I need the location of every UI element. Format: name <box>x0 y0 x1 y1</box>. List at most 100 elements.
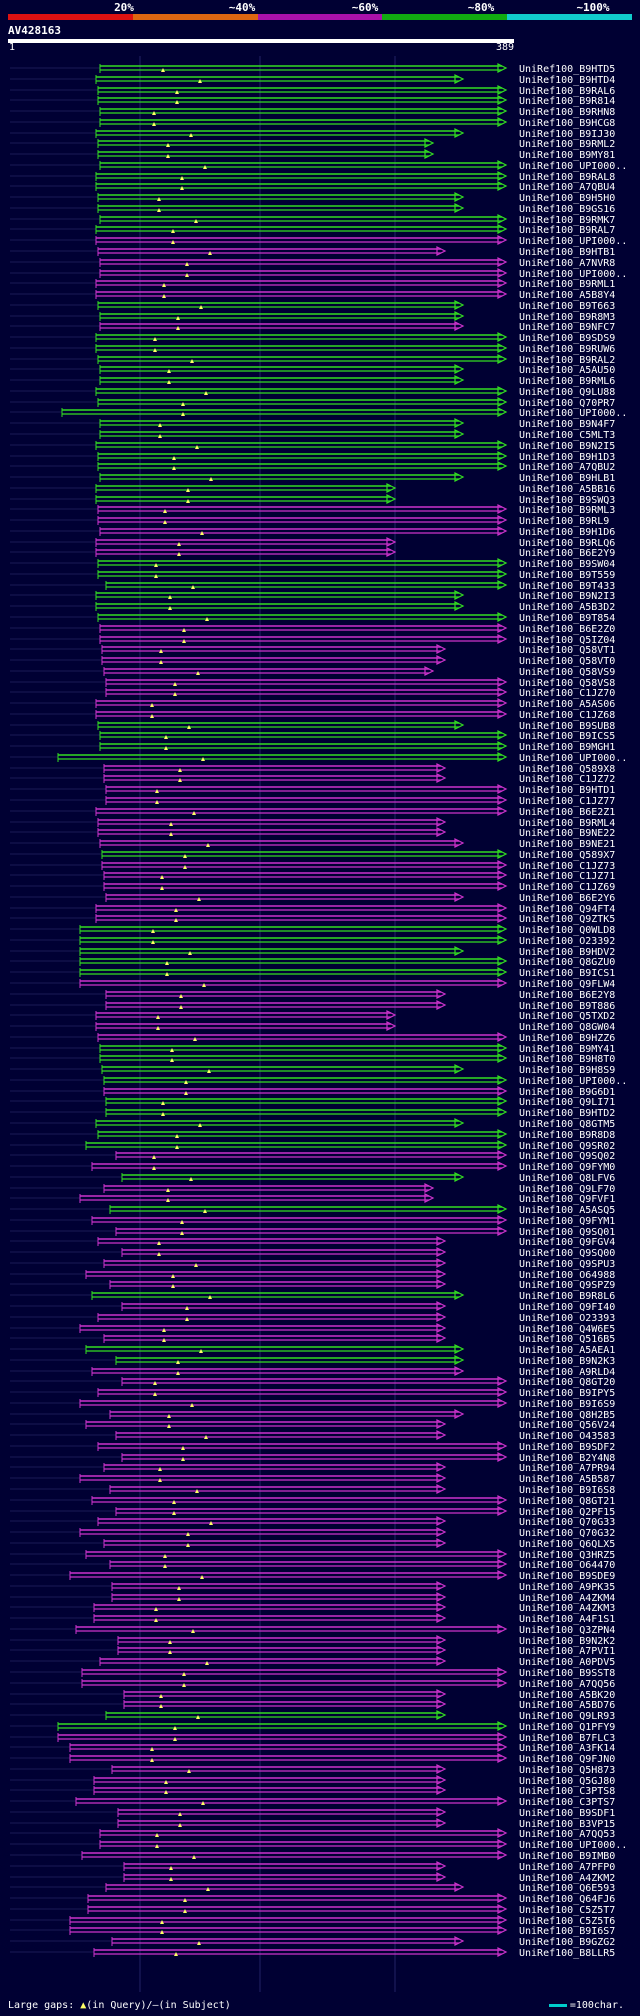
hit-id-label[interactable]: UniRef100_B9IMB0 <box>519 1851 615 1862</box>
hit-id-label[interactable]: UniRef100_B9GZG2 <box>519 1937 615 1948</box>
hit-id-label[interactable]: UniRef100_B9H1D3 <box>519 452 615 463</box>
hit-id-label[interactable]: UniRef100_B9SDS9 <box>519 333 615 344</box>
hit-id-label[interactable]: UniRef100_B9HCG8 <box>519 118 615 129</box>
hit-id-label[interactable]: UniRef100_B9NE21 <box>519 839 615 850</box>
hit-id-label[interactable]: UniRef100_A5B587 <box>519 1474 615 1485</box>
hit-id-label[interactable]: UniRef100_Q9SPU3 <box>519 1259 615 1270</box>
hit-id-label[interactable]: UniRef100_Q70PR7 <box>519 398 615 409</box>
hit-id-label[interactable]: UniRef100_Q8GTM5 <box>519 1119 615 1130</box>
hit-id-label[interactable]: UniRef100_Q8GT21 <box>519 1496 615 1507</box>
hit-id-label[interactable]: UniRef100_C1JZ73 <box>519 861 615 872</box>
hit-id-label[interactable]: UniRef100_Q58VT0 <box>519 656 615 667</box>
hit-id-label[interactable]: UniRef100_B8LLR5 <box>519 1948 615 1959</box>
hit-id-label[interactable]: UniRef100_B9RHN8 <box>519 107 615 118</box>
hit-id-label[interactable]: UniRef100_Q58VS8 <box>519 678 615 689</box>
hit-id-label[interactable]: UniRef100_C5Z5T7 <box>519 1905 615 1916</box>
hit-id-label[interactable]: UniRef100_Q4W6E5 <box>519 1324 615 1335</box>
hit-id-label[interactable]: UniRef100_UPI000.. <box>519 753 627 764</box>
hit-id-label[interactable]: UniRef100_C3PTS7 <box>519 1797 615 1808</box>
hit-id-label[interactable]: UniRef100_B9RML6 <box>519 376 615 387</box>
hit-id-label[interactable]: UniRef100_A4F1S1 <box>519 1614 615 1625</box>
hit-id-label[interactable]: UniRef100_B9NFC7 <box>519 322 615 333</box>
hit-id-label[interactable]: UniRef100_Q6QLX5 <box>519 1539 615 1550</box>
hit-id-label[interactable]: UniRef100_Q58VS9 <box>519 667 615 678</box>
hit-id-label[interactable]: UniRef100_B9IPY5 <box>519 1388 615 1399</box>
hit-id-label[interactable]: UniRef100_A5BK20 <box>519 1690 615 1701</box>
hit-id-label[interactable]: UniRef100_Q94FT4 <box>519 904 615 915</box>
hit-id-label[interactable]: UniRef100_B9HLB1 <box>519 473 615 484</box>
hit-id-label[interactable]: UniRef100_Q2PF15 <box>519 1507 615 1518</box>
hit-id-label[interactable]: UniRef100_Q58VT1 <box>519 645 615 656</box>
hit-id-label[interactable]: UniRef100_Q70G33 <box>519 1517 615 1528</box>
hit-id-label[interactable]: UniRef100_C5MLT3 <box>519 430 615 441</box>
hit-id-label[interactable]: UniRef100_B9SST8 <box>519 1668 615 1679</box>
hit-id-label[interactable]: UniRef100_A7PR94 <box>519 1463 615 1474</box>
hit-id-label[interactable]: UniRef100_A7QQ56 <box>519 1679 615 1690</box>
hit-id-label[interactable]: UniRef100_B9I6S9 <box>519 1399 615 1410</box>
hit-id-label[interactable]: UniRef100_Q9SQ02 <box>519 1151 615 1162</box>
hit-id-label[interactable]: UniRef100_B9RAL2 <box>519 355 615 366</box>
hit-id-label[interactable]: UniRef100_Q8GZU0 <box>519 957 615 968</box>
hit-id-label[interactable]: UniRef100_B9HTD5 <box>519 64 615 75</box>
hit-id-label[interactable]: UniRef100_A7QQ53 <box>519 1829 615 1840</box>
hit-id-label[interactable]: UniRef100_B9MY81 <box>519 150 615 161</box>
hit-id-label[interactable]: UniRef100_Q8H2B5 <box>519 1410 615 1421</box>
hit-id-label[interactable]: UniRef100_B9MY41 <box>519 1044 615 1055</box>
hit-id-label[interactable]: UniRef100_A5AU50 <box>519 365 615 376</box>
hit-id-label[interactable]: UniRef100_B9N2I5 <box>519 441 615 452</box>
hit-id-label[interactable]: UniRef100_B9H8S9 <box>519 1065 615 1076</box>
hit-id-label[interactable]: UniRef100_B9T854 <box>519 613 615 624</box>
hit-id-label[interactable]: UniRef100_B6E2Z1 <box>519 807 615 818</box>
hit-id-label[interactable]: UniRef100_Q9FVF1 <box>519 1194 615 1205</box>
hit-id-label[interactable]: UniRef100_C1JZ69 <box>519 882 615 893</box>
hit-id-label[interactable]: UniRef100_B3VP15 <box>519 1819 615 1830</box>
hit-id-label[interactable]: UniRef100_Q0WLD8 <box>519 925 615 936</box>
hit-id-label[interactable]: UniRef100_Q9FLW4 <box>519 979 615 990</box>
hit-id-label[interactable]: UniRef100_A5B8Y4 <box>519 290 615 301</box>
hit-id-label[interactable]: UniRef100_Q3ZPN4 <box>519 1625 615 1636</box>
hit-id-label[interactable]: UniRef100_B9RML2 <box>519 139 615 150</box>
hit-id-label[interactable]: UniRef100_O64988 <box>519 1270 615 1281</box>
hit-id-label[interactable]: UniRef100_B9HDV2 <box>519 947 615 958</box>
hit-id-label[interactable]: UniRef100_Q5TXD2 <box>519 1011 615 1022</box>
hit-id-label[interactable]: UniRef100_B9H1D6 <box>519 527 615 538</box>
hit-id-label[interactable]: UniRef100_Q9FJN0 <box>519 1754 615 1765</box>
hit-id-label[interactable]: UniRef100_B9HTD2 <box>519 1108 615 1119</box>
hit-id-label[interactable]: UniRef100_B9N4F7 <box>519 419 615 430</box>
hit-id-label[interactable]: UniRef100_B9SDF1 <box>519 1808 615 1819</box>
hit-id-label[interactable]: UniRef100_B9H5H0 <box>519 193 615 204</box>
hit-id-label[interactable]: UniRef100_Q9SQ01 <box>519 1227 615 1238</box>
hit-id-label[interactable]: UniRef100_Q9ZTK5 <box>519 914 615 925</box>
hit-id-label[interactable]: UniRef100_B9SDE9 <box>519 1571 615 1582</box>
hit-id-label[interactable]: UniRef100_A7QBU2 <box>519 462 615 473</box>
hit-id-label[interactable]: UniRef100_B7FLC3 <box>519 1733 615 1744</box>
hit-id-label[interactable]: UniRef100_B9RAL6 <box>519 86 615 97</box>
hit-id-label[interactable]: UniRef100_C1JZ71 <box>519 871 615 882</box>
hit-id-label[interactable]: UniRef100_Q9SPZ9 <box>519 1280 615 1291</box>
hit-id-label[interactable]: UniRef100_B9HZZ6 <box>519 1033 615 1044</box>
hit-id-label[interactable]: UniRef100_B9RML3 <box>519 505 615 516</box>
hit-id-label[interactable]: UniRef100_A4ZKM2 <box>519 1873 615 1884</box>
hit-id-label[interactable]: UniRef100_Q9FGV4 <box>519 1237 615 1248</box>
hit-id-label[interactable]: UniRef100_B9HTD4 <box>519 75 615 86</box>
hit-id-label[interactable]: UniRef100_B9T433 <box>519 581 615 592</box>
hit-id-label[interactable]: UniRef100_B9I6S7 <box>519 1926 615 1937</box>
hit-id-label[interactable]: UniRef100_Q5H873 <box>519 1765 615 1776</box>
hit-id-label[interactable]: UniRef100_B9RAL8 <box>519 172 615 183</box>
hit-id-label[interactable]: UniRef100_O23392 <box>519 936 615 947</box>
hit-id-label[interactable]: UniRef100_Q8GW04 <box>519 1022 615 1033</box>
hit-id-label[interactable]: UniRef100_B9RLQ6 <box>519 538 615 549</box>
hit-id-label[interactable]: UniRef100_Q64FJ6 <box>519 1894 615 1905</box>
hit-id-label[interactable]: UniRef100_A5AEA1 <box>519 1345 615 1356</box>
hit-id-label[interactable]: UniRef100_O23393 <box>519 1313 615 1324</box>
hit-id-label[interactable]: UniRef100_B9T886 <box>519 1001 615 1012</box>
hit-id-label[interactable]: UniRef100_B2Y4N8 <box>519 1453 615 1464</box>
hit-id-label[interactable]: UniRef100_Q589X7 <box>519 850 615 861</box>
hit-id-label[interactable]: UniRef100_B6E2Z0 <box>519 624 615 635</box>
hit-id-label[interactable]: UniRef100_A9RLD4 <box>519 1367 615 1378</box>
hit-id-label[interactable]: UniRef100_Q70G32 <box>519 1528 615 1539</box>
hit-id-label[interactable]: UniRef100_B9GS16 <box>519 204 615 215</box>
hit-id-label[interactable]: UniRef100_C5Z5T6 <box>519 1916 615 1927</box>
hit-id-label[interactable]: UniRef100_B9MGH1 <box>519 742 615 753</box>
hit-id-label[interactable]: UniRef100_B6E2Y8 <box>519 990 615 1001</box>
